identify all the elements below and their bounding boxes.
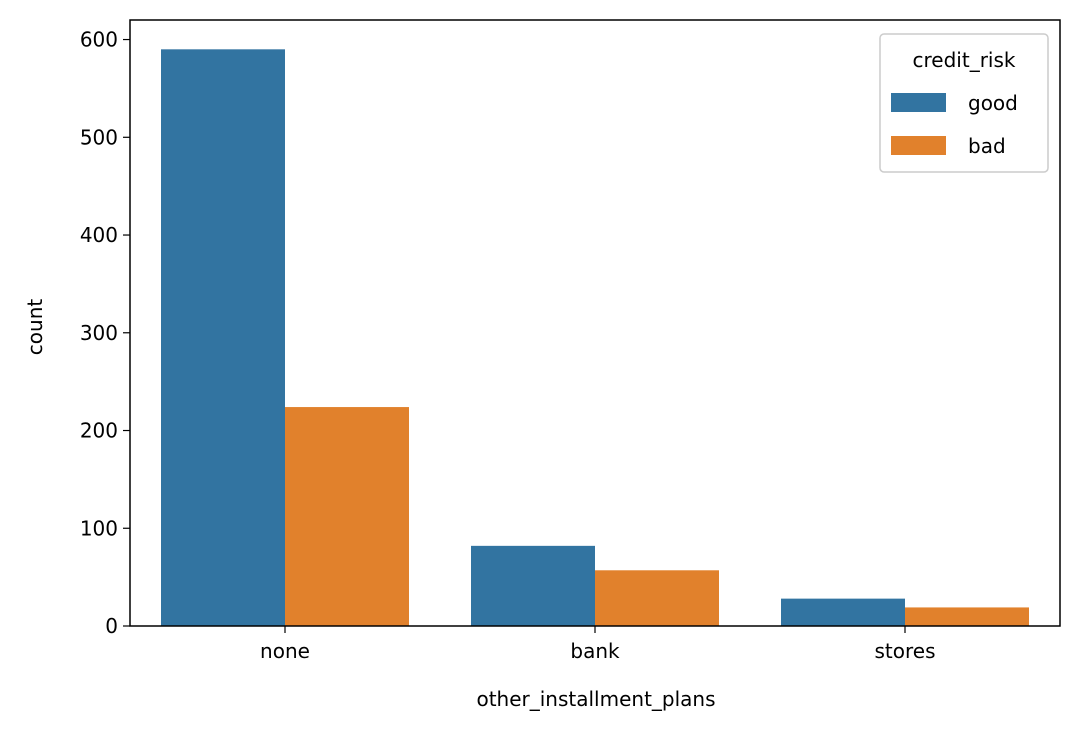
y-tick-label: 0 xyxy=(105,614,118,638)
legend: credit_risk good bad xyxy=(879,33,1049,173)
x-axis-label: other_installment_plans xyxy=(476,687,715,711)
y-axis-label: count xyxy=(23,299,47,356)
y-tick-label: 600 xyxy=(80,28,118,52)
bar-good-none xyxy=(161,49,285,627)
y-axis: 0 100 200 300 400 500 600 xyxy=(80,28,130,638)
x-axis: none bank stores xyxy=(260,626,936,663)
bar-good-stores xyxy=(781,598,905,626)
y-tick-label: 500 xyxy=(80,125,118,149)
bar-bad-none xyxy=(285,407,409,626)
y-tick-label: 400 xyxy=(80,223,118,247)
legend-title: credit_risk xyxy=(913,48,1016,72)
legend-label-bad: bad xyxy=(968,134,1006,158)
x-tick-label-none: none xyxy=(260,639,310,663)
legend-label-good: good xyxy=(968,91,1018,115)
x-tick-label-bank: bank xyxy=(570,639,620,663)
bar-bad-stores xyxy=(905,607,1029,626)
bars-layer xyxy=(161,49,1029,627)
legend-swatch-good xyxy=(891,93,946,112)
bar-good-bank xyxy=(471,545,595,626)
plot-frame xyxy=(129,19,1061,627)
legend-swatch-bad xyxy=(891,136,946,155)
y-tick-label: 300 xyxy=(80,321,118,345)
y-tick-label: 100 xyxy=(80,516,118,540)
y-tick-label: 200 xyxy=(80,419,118,443)
bar-bad-bank xyxy=(595,570,719,626)
x-tick-label-stores: stores xyxy=(874,639,935,663)
